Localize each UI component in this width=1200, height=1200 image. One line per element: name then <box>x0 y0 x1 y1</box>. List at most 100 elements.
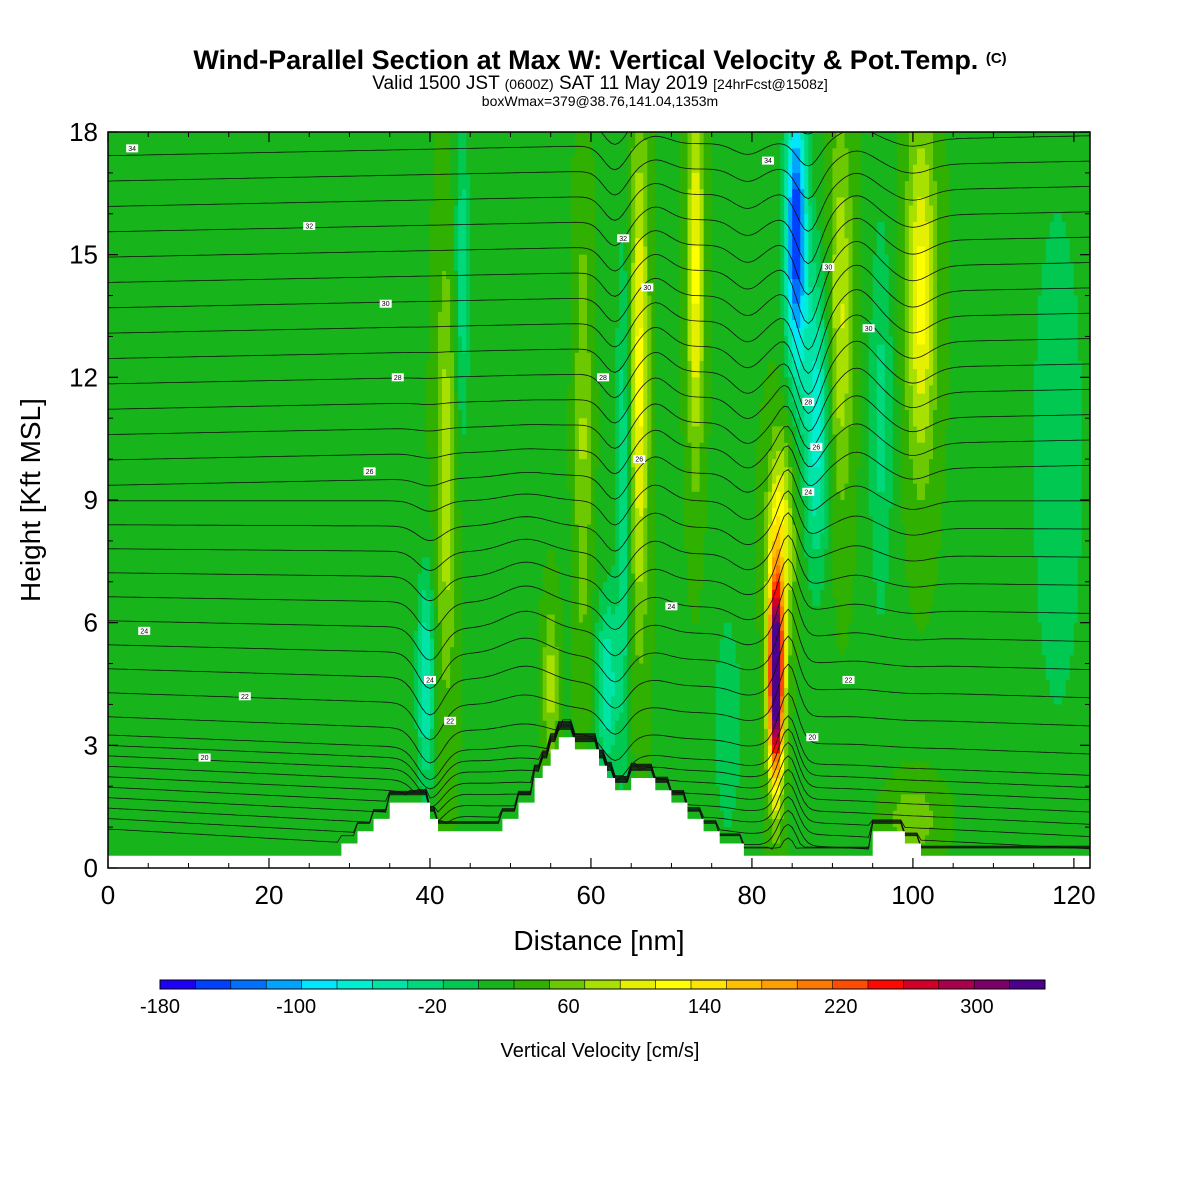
w-cell <box>1029 181 1035 190</box>
w-cell <box>800 254 805 264</box>
w-cell <box>691 262 697 272</box>
w-cell <box>216 132 222 141</box>
w-cell <box>1025 213 1031 223</box>
w-cell <box>196 189 202 199</box>
w-cell <box>329 132 334 141</box>
w-cell <box>961 213 966 223</box>
w-cell <box>904 132 910 141</box>
w-cell <box>900 246 906 256</box>
w-cell <box>470 181 475 190</box>
w-cell <box>196 181 202 190</box>
w-cell <box>623 246 628 256</box>
w-cell <box>446 132 451 141</box>
w-cell <box>285 246 290 256</box>
w-cell <box>425 140 431 149</box>
w-cell <box>490 140 495 149</box>
w-cell <box>268 213 274 223</box>
w-cell <box>530 279 536 288</box>
w-cell <box>425 132 431 141</box>
w-cell <box>816 140 821 149</box>
w-cell <box>124 181 129 190</box>
w-cell <box>711 262 717 272</box>
w-cell <box>148 132 153 141</box>
w-cell <box>224 181 230 190</box>
w-cell <box>393 238 399 248</box>
w-cell <box>526 140 532 149</box>
w-cell <box>1073 189 1079 199</box>
w-cell <box>691 148 697 158</box>
w-cell <box>1081 205 1087 215</box>
w-cell <box>385 287 391 297</box>
w-cell <box>888 238 894 248</box>
w-cell <box>413 189 419 199</box>
w-cell <box>776 189 781 199</box>
w-cell <box>953 132 958 141</box>
w-cell <box>627 164 632 174</box>
w-cell <box>510 279 516 288</box>
w-cell <box>788 132 793 141</box>
w-cell <box>120 189 125 199</box>
w-cell <box>755 213 761 223</box>
w-cell <box>788 230 793 239</box>
w-cell <box>924 287 930 297</box>
w-cell <box>204 189 210 199</box>
w-cell <box>132 189 137 199</box>
w-cell <box>820 238 825 248</box>
w-cell <box>1005 172 1011 182</box>
w-cell <box>260 254 266 264</box>
w-cell <box>816 230 821 239</box>
w-cell <box>188 148 194 158</box>
w-cell <box>816 205 821 215</box>
w-cell <box>937 148 942 158</box>
w-cell <box>663 213 669 223</box>
w-cell <box>816 213 821 223</box>
w-cell <box>1037 238 1043 248</box>
w-cell <box>116 132 121 141</box>
w-cell <box>812 140 817 149</box>
w-cell <box>168 287 173 297</box>
w-cell <box>594 132 600 141</box>
w-cell <box>1001 246 1007 256</box>
w-cell <box>639 221 644 231</box>
w-cell <box>997 140 1003 149</box>
w-cell <box>969 197 974 207</box>
w-cell <box>631 279 636 288</box>
w-cell <box>542 140 548 149</box>
w-cell <box>711 164 717 174</box>
w-cell <box>611 238 616 248</box>
w-cell <box>1033 287 1039 297</box>
w-cell <box>349 132 355 141</box>
w-cell <box>997 262 1003 272</box>
w-cell <box>562 238 568 248</box>
w-cell <box>969 213 974 223</box>
w-cell <box>707 254 713 264</box>
w-cell <box>566 164 572 174</box>
w-cell <box>514 262 520 272</box>
w-cell <box>438 262 443 272</box>
w-cell <box>1045 262 1051 272</box>
w-cell <box>550 148 556 158</box>
w-cell <box>832 213 838 223</box>
w-cell <box>377 164 383 174</box>
w-cell <box>232 230 238 239</box>
w-cell <box>281 230 286 239</box>
w-cell <box>711 287 717 297</box>
w-cell <box>220 262 226 272</box>
w-cell <box>872 279 878 288</box>
w-cell <box>317 132 322 141</box>
w-cell <box>808 230 813 239</box>
w-cell <box>711 189 717 199</box>
w-cell <box>365 213 371 223</box>
w-cell <box>904 271 910 280</box>
w-cell <box>1053 271 1059 280</box>
w-cell <box>852 238 858 248</box>
w-cell <box>796 287 801 297</box>
w-cell <box>156 254 161 264</box>
w-cell <box>478 254 483 264</box>
w-cell <box>208 230 214 239</box>
w-cell <box>542 164 548 174</box>
w-cell <box>848 271 854 280</box>
w-cell <box>333 295 338 305</box>
w-cell <box>872 230 878 239</box>
w-cell <box>832 230 838 239</box>
